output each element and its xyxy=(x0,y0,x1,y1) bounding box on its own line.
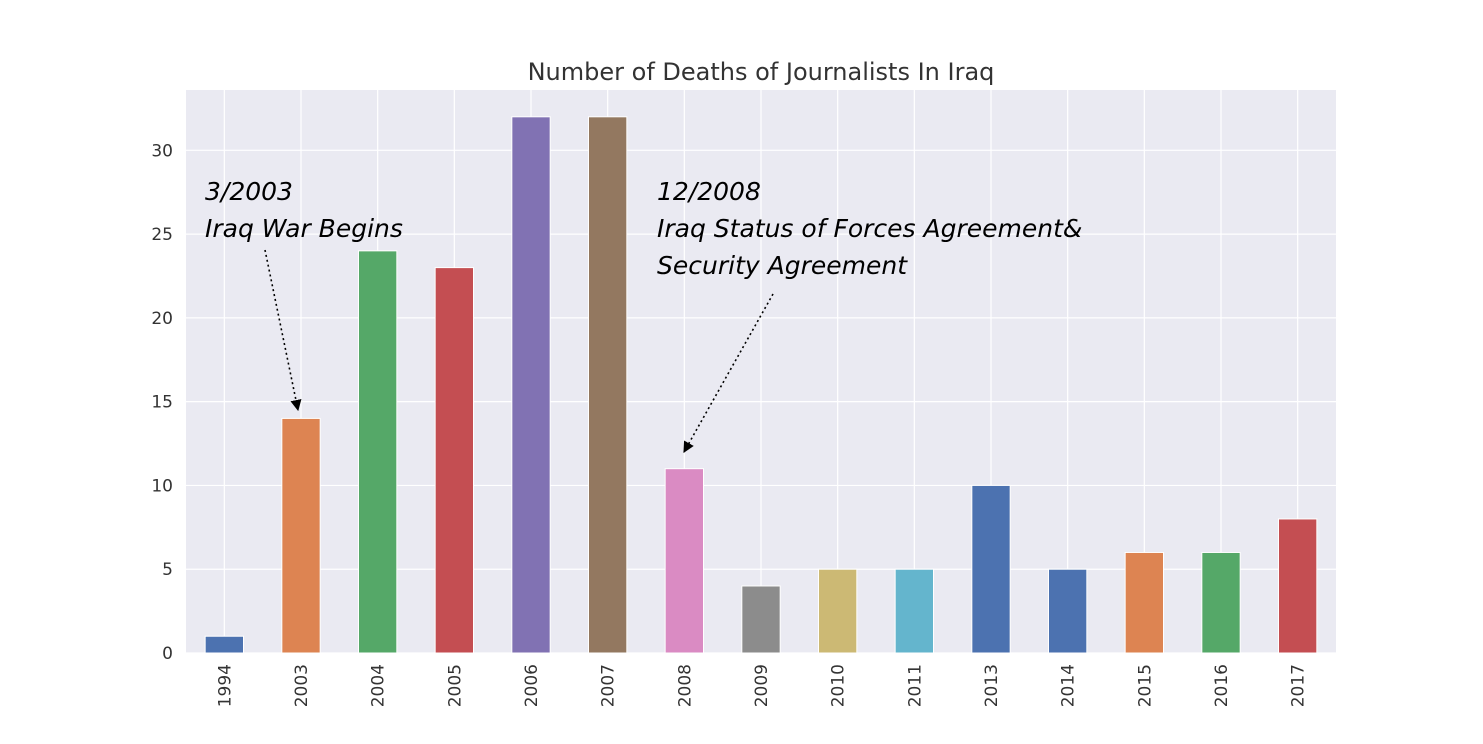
x-tick-label: 2014 xyxy=(1059,664,1079,707)
x-tick-label: 2015 xyxy=(1135,664,1155,707)
annotation-text: Iraq War Begins xyxy=(205,214,403,243)
y-tick-label: 0 xyxy=(162,644,173,664)
x-tick-label: 1994 xyxy=(215,664,235,707)
y-tick-label: 25 xyxy=(151,225,173,245)
x-axis-ticks: 1994 2003 2004 2005 2006 2007 2008 2009 2010 2011… xyxy=(215,664,1308,707)
chart-title: Number of Deaths of Journalists In Iraq xyxy=(528,58,995,86)
y-axis-ticks: 0 5 10 15 20 25 30 xyxy=(151,141,173,664)
bar-2003 xyxy=(281,417,321,654)
bar-2014 xyxy=(1048,568,1088,654)
bars xyxy=(204,116,1318,654)
x-tick-label: 2005 xyxy=(445,664,465,707)
annotation-text: Iraq Status of Forces Agreement& xyxy=(657,214,1082,243)
x-tick-label: 2016 xyxy=(1212,664,1232,707)
annotations: 3/2003 Iraq War Begins 12/2008 Iraq Status … xyxy=(205,177,1082,453)
annotation-arrow xyxy=(264,249,302,412)
bar-2015 xyxy=(1124,551,1164,654)
y-tick-label: 5 xyxy=(162,560,173,580)
y-tick-label: 10 xyxy=(151,476,173,496)
x-tick-label: 2008 xyxy=(675,664,695,707)
x-tick-label: 2011 xyxy=(905,664,925,707)
annotation-text: 3/2003 xyxy=(205,177,293,206)
x-tick-label: 2009 xyxy=(752,664,772,707)
x-tick-label: 2006 xyxy=(522,664,542,707)
annotation-text: Security Agreement xyxy=(657,251,908,280)
bar-2010 xyxy=(818,568,858,654)
bar-2008 xyxy=(664,468,705,654)
bar-2017 xyxy=(1278,518,1318,654)
annotation-arrow xyxy=(683,293,774,453)
annotation-2008: 12/2008 Iraq Status of Forces Agreement&S… xyxy=(657,177,1082,453)
bar-2007 xyxy=(588,116,628,654)
x-tick-label: 2013 xyxy=(982,664,1002,707)
bar-1994 xyxy=(204,635,245,654)
y-tick-label: 20 xyxy=(151,309,173,329)
annotation-2003: 3/2003 Iraq War Begins xyxy=(205,177,403,412)
bar-2005 xyxy=(434,267,474,654)
x-tick-label: 2010 xyxy=(829,664,849,707)
bar-2009 xyxy=(741,585,781,654)
bar-2016 xyxy=(1201,551,1241,654)
x-tick-label: 2007 xyxy=(599,664,619,707)
y-tick-label: 15 xyxy=(151,393,173,413)
bar-2013 xyxy=(971,484,1011,654)
x-tick-label: 2017 xyxy=(1289,664,1309,707)
bar-2004 xyxy=(358,250,398,654)
x-tick-label: 2004 xyxy=(369,664,389,707)
annotation-text: 12/2008 xyxy=(657,177,761,206)
bar-2011 xyxy=(894,568,935,654)
y-tick-label: 30 xyxy=(151,141,173,161)
bar-2006 xyxy=(511,116,551,654)
x-tick-label: 2003 xyxy=(292,664,312,707)
